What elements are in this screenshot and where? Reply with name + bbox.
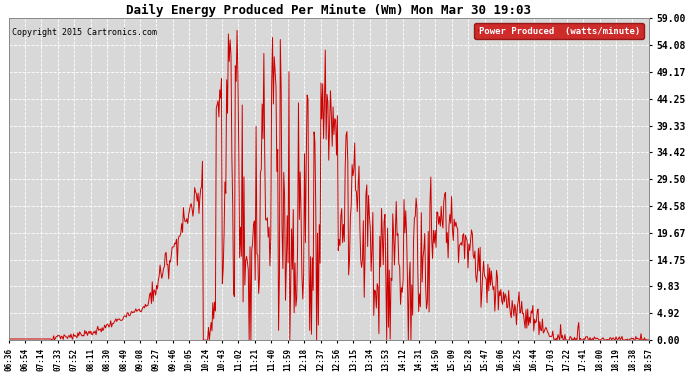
Legend: Power Produced  (watts/minute): Power Produced (watts/minute) [474,23,644,39]
Title: Daily Energy Produced Per Minute (Wm) Mon Mar 30 19:03: Daily Energy Produced Per Minute (Wm) Mo… [126,4,531,17]
Text: Copyright 2015 Cartronics.com: Copyright 2015 Cartronics.com [12,28,157,37]
